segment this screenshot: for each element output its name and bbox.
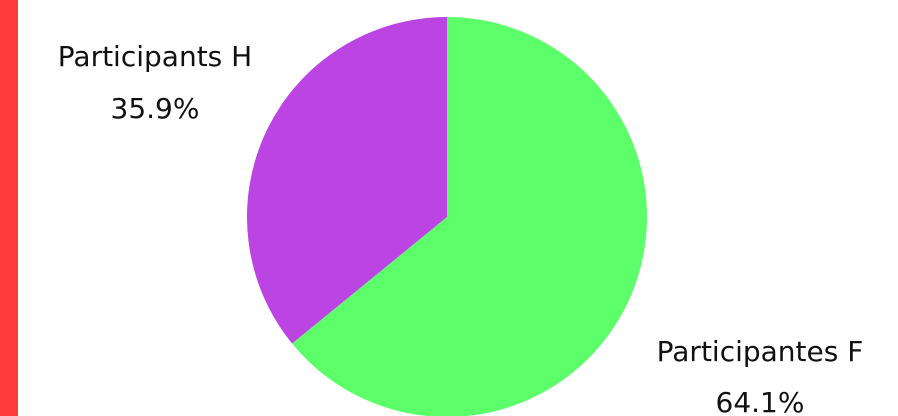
slice-label-participantes-f: Participantes F: [657, 335, 864, 368]
slice-label-group: Participants H 35.9% Participantes F 64.…: [58, 40, 864, 416]
slice-label-participants-h: Participants H: [58, 40, 252, 73]
pie-slice-participantes-f: [292, 17, 648, 416]
pie-slices: [247, 17, 648, 416]
left-accent-bar: [0, 0, 18, 416]
slice-value-participants-h: 35.9%: [111, 92, 200, 125]
pie-slice-participants-h: [247, 17, 447, 344]
slice-value-participantes-f: 64.1%: [716, 386, 805, 416]
